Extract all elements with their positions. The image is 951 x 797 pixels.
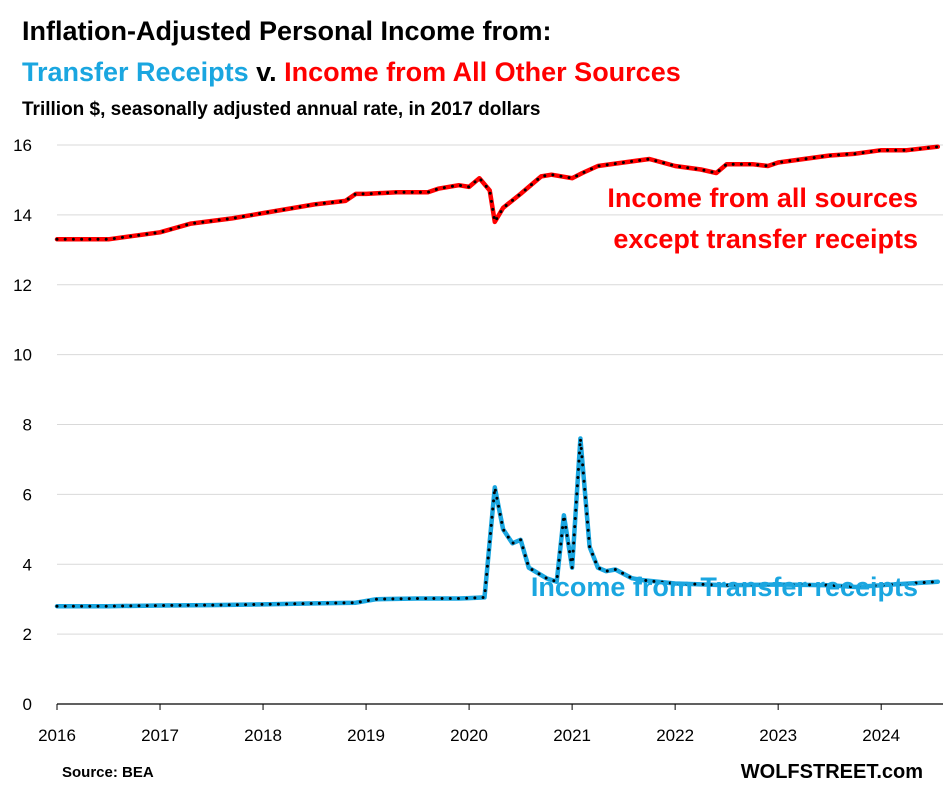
x-tick-label: 2020: [450, 726, 488, 745]
y-tick-label: 12: [13, 276, 32, 295]
y-axis-ticks: 0 2 4 6 8 10 12 14 16: [13, 136, 32, 714]
y-tick-label: 14: [13, 206, 32, 225]
x-tick-label: 2022: [656, 726, 694, 745]
x-axis-ticks: 2016 2017 2018 2019 2020 2021 2022 2023 2024: [38, 704, 900, 745]
x-tick-label: 2021: [553, 726, 591, 745]
y-tick-label: 2: [23, 625, 32, 644]
source-note: Source: BEA: [62, 764, 154, 781]
title-other-sources: Income from All Other Sources: [284, 57, 681, 87]
y-tick-label: 10: [13, 346, 32, 365]
series-markers-other: [55, 145, 940, 241]
series-lines: [54, 144, 941, 609]
x-tick-label: 2018: [244, 726, 282, 745]
annotations: Income from all sources except transfer …: [531, 183, 918, 602]
annotation-transfer: Income from Transfer receipts: [531, 572, 918, 602]
x-tick-label: 2024: [862, 726, 900, 745]
y-tick-label: 4: [23, 555, 32, 574]
x-tick-label: 2017: [141, 726, 179, 745]
x-tick-label: 2019: [347, 726, 385, 745]
x-tick-label: 2023: [759, 726, 797, 745]
y-tick-label: 6: [23, 485, 32, 504]
gridlines: [57, 144, 943, 635]
series-markers-transfer: [55, 437, 940, 608]
y-tick-label: 8: [23, 416, 32, 435]
chart-subtitle: Trillion $, seasonally adjusted annual r…: [22, 99, 541, 120]
title-versus: v.: [248, 57, 285, 87]
brand-label: WOLFSTREET.com: [740, 761, 923, 783]
y-tick-label: 0: [23, 695, 32, 714]
chart-title-comparison: Transfer Receipts v. Income from All Oth…: [22, 57, 681, 88]
annotation-other-line1: Income from all sources: [607, 183, 918, 213]
chart-title: Inflation-Adjusted Personal Income from:: [22, 16, 552, 46]
y-tick-label: 16: [13, 136, 32, 155]
title-transfer-receipts: Transfer Receipts: [22, 57, 249, 87]
x-tick-label: 2016: [38, 726, 76, 745]
annotation-other-line2: except transfer receipts: [613, 224, 918, 254]
